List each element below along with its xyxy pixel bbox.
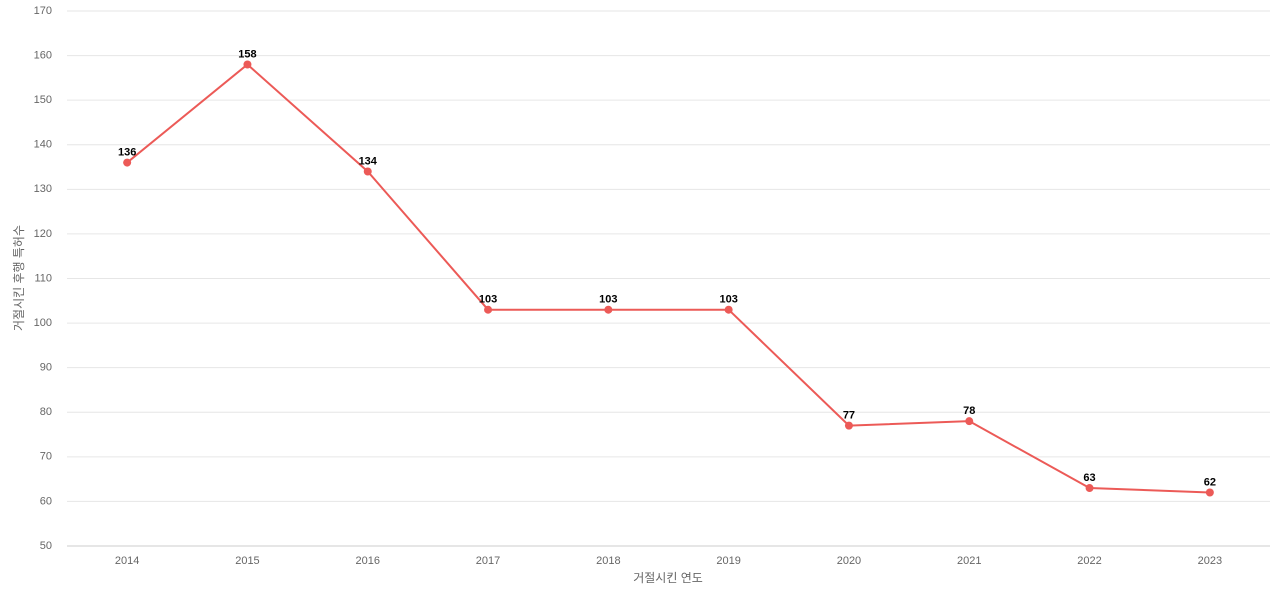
x-tick-label: 2022: [1077, 555, 1101, 567]
x-tick-label: 2023: [1198, 555, 1222, 567]
value-label: 78: [963, 405, 975, 417]
point: [724, 305, 733, 314]
y-tick-label: 60: [40, 495, 52, 507]
point: [965, 417, 974, 426]
point: [1205, 488, 1214, 497]
y-tick-label: 50: [40, 540, 52, 552]
value-label: 103: [479, 294, 497, 306]
value-label: 158: [238, 48, 256, 60]
y-tick-label: 170: [34, 5, 52, 17]
y-tick-label: 140: [34, 139, 52, 151]
x-tick-label: 2018: [596, 555, 620, 567]
point: [363, 167, 372, 176]
x-tick-label: 2019: [716, 555, 740, 567]
value-label: 134: [359, 155, 378, 167]
x-tick-label: 2017: [476, 555, 500, 567]
y-tick-label: 130: [34, 183, 52, 195]
value-label: 103: [719, 294, 737, 306]
y-tick-label: 70: [40, 451, 52, 463]
y-tick-label: 120: [34, 228, 52, 240]
y-tick-label: 110: [34, 272, 52, 284]
x-tick-label: 2016: [356, 555, 380, 567]
x-tick-label: 2020: [837, 555, 861, 567]
point: [844, 421, 853, 430]
value-label: 62: [1204, 476, 1216, 488]
x-tick-label: 2015: [235, 555, 259, 567]
point: [243, 60, 252, 69]
y-axis-title: 거절시킨 후행 특허수: [11, 225, 26, 331]
value-label: 77: [843, 410, 855, 422]
y-tick-label: 100: [34, 317, 52, 329]
y-tick-label: 160: [34, 49, 52, 61]
line: [126, 63, 1210, 494]
point: [1085, 484, 1094, 493]
x-tick-label: 2021: [957, 555, 981, 567]
value-label: 63: [1083, 472, 1095, 484]
value-label: 136: [118, 146, 136, 158]
point: [604, 305, 613, 314]
y-tick-label: 90: [40, 362, 52, 374]
point: [123, 158, 132, 167]
x-tick-label: 2014: [115, 555, 139, 567]
point: [484, 305, 493, 314]
y-tick-label: 150: [34, 94, 52, 106]
y-tick-label: 80: [40, 406, 52, 418]
value-label: 103: [599, 294, 617, 306]
x-axis-title: 거절시킨 연도: [633, 571, 703, 585]
